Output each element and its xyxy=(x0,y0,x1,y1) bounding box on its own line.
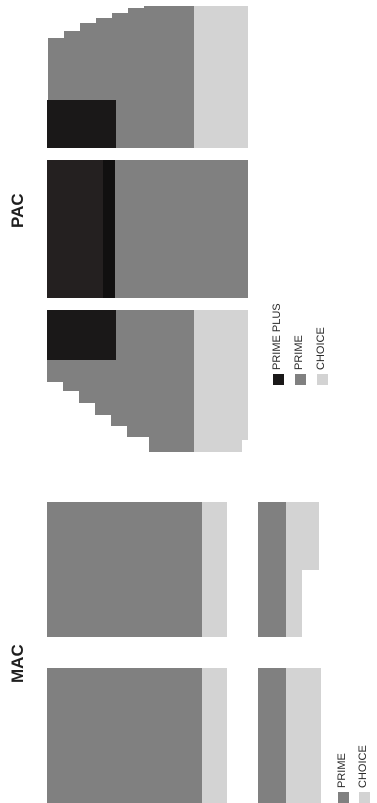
pac-bottom-prime-plus-region xyxy=(47,310,116,360)
mac-right-bottom-choice-region xyxy=(286,668,321,803)
pac-middle-prime-region xyxy=(115,160,248,298)
mac-left-top-choice-region xyxy=(202,502,227,637)
pac-top-step xyxy=(64,31,80,100)
mac-right-top-prime-region xyxy=(258,502,286,637)
mac-right-top-choice-region xyxy=(286,570,302,637)
legend-label-prime-plus: PRIME PLUS xyxy=(271,303,283,370)
legend-swatch-prime-plus xyxy=(273,374,284,385)
pac-bottom-choice-step xyxy=(242,310,248,440)
pac-middle-prime-plus-band xyxy=(103,160,115,298)
pac-top-prime-plus-region xyxy=(47,100,116,148)
legend-swatch-prime xyxy=(295,374,306,385)
legend-label-choice: CHOICE xyxy=(357,745,369,788)
pac-bottom-choice-region xyxy=(194,310,242,452)
pac-top-step xyxy=(112,13,128,100)
pac-top-step xyxy=(48,38,64,100)
legend-label-prime: PRIME xyxy=(336,753,348,788)
pac-title: PAC xyxy=(8,193,27,228)
legend-label-prime: PRIME xyxy=(293,335,305,370)
pac-bottom-step xyxy=(95,360,111,415)
pac-bottom-step xyxy=(79,360,95,403)
mac-left-top-prime-region xyxy=(47,502,202,637)
pac-bottom-step xyxy=(149,360,194,452)
pac-top-step xyxy=(96,18,112,100)
legend-swatch-choice xyxy=(317,374,328,385)
legend-swatch-choice xyxy=(359,792,370,803)
pac-top-step xyxy=(128,8,144,100)
pac-top-prime-region xyxy=(116,100,144,148)
mac-right-bottom-prime-region xyxy=(258,668,286,803)
pac-top-prime-region xyxy=(144,6,194,148)
pac-top-choice-region xyxy=(194,6,248,148)
mac-right-top-choice-region xyxy=(286,502,319,570)
mac-left-bottom-choice-region xyxy=(202,668,227,803)
mac-left-bottom-prime-region xyxy=(47,668,202,803)
pac-top-step xyxy=(80,23,96,100)
pac-bottom-prime-region xyxy=(116,310,194,360)
pac-middle-prime-plus-region xyxy=(47,160,103,298)
pac-bottom-step xyxy=(111,360,127,426)
pac-bottom-prime-region xyxy=(47,360,63,382)
mac-title: MAC xyxy=(8,644,27,683)
pac-bottom-step xyxy=(63,360,79,391)
legend-label-choice: CHOICE xyxy=(315,327,327,370)
legend-swatch-prime xyxy=(338,792,349,803)
pac-bottom-step xyxy=(127,360,149,437)
